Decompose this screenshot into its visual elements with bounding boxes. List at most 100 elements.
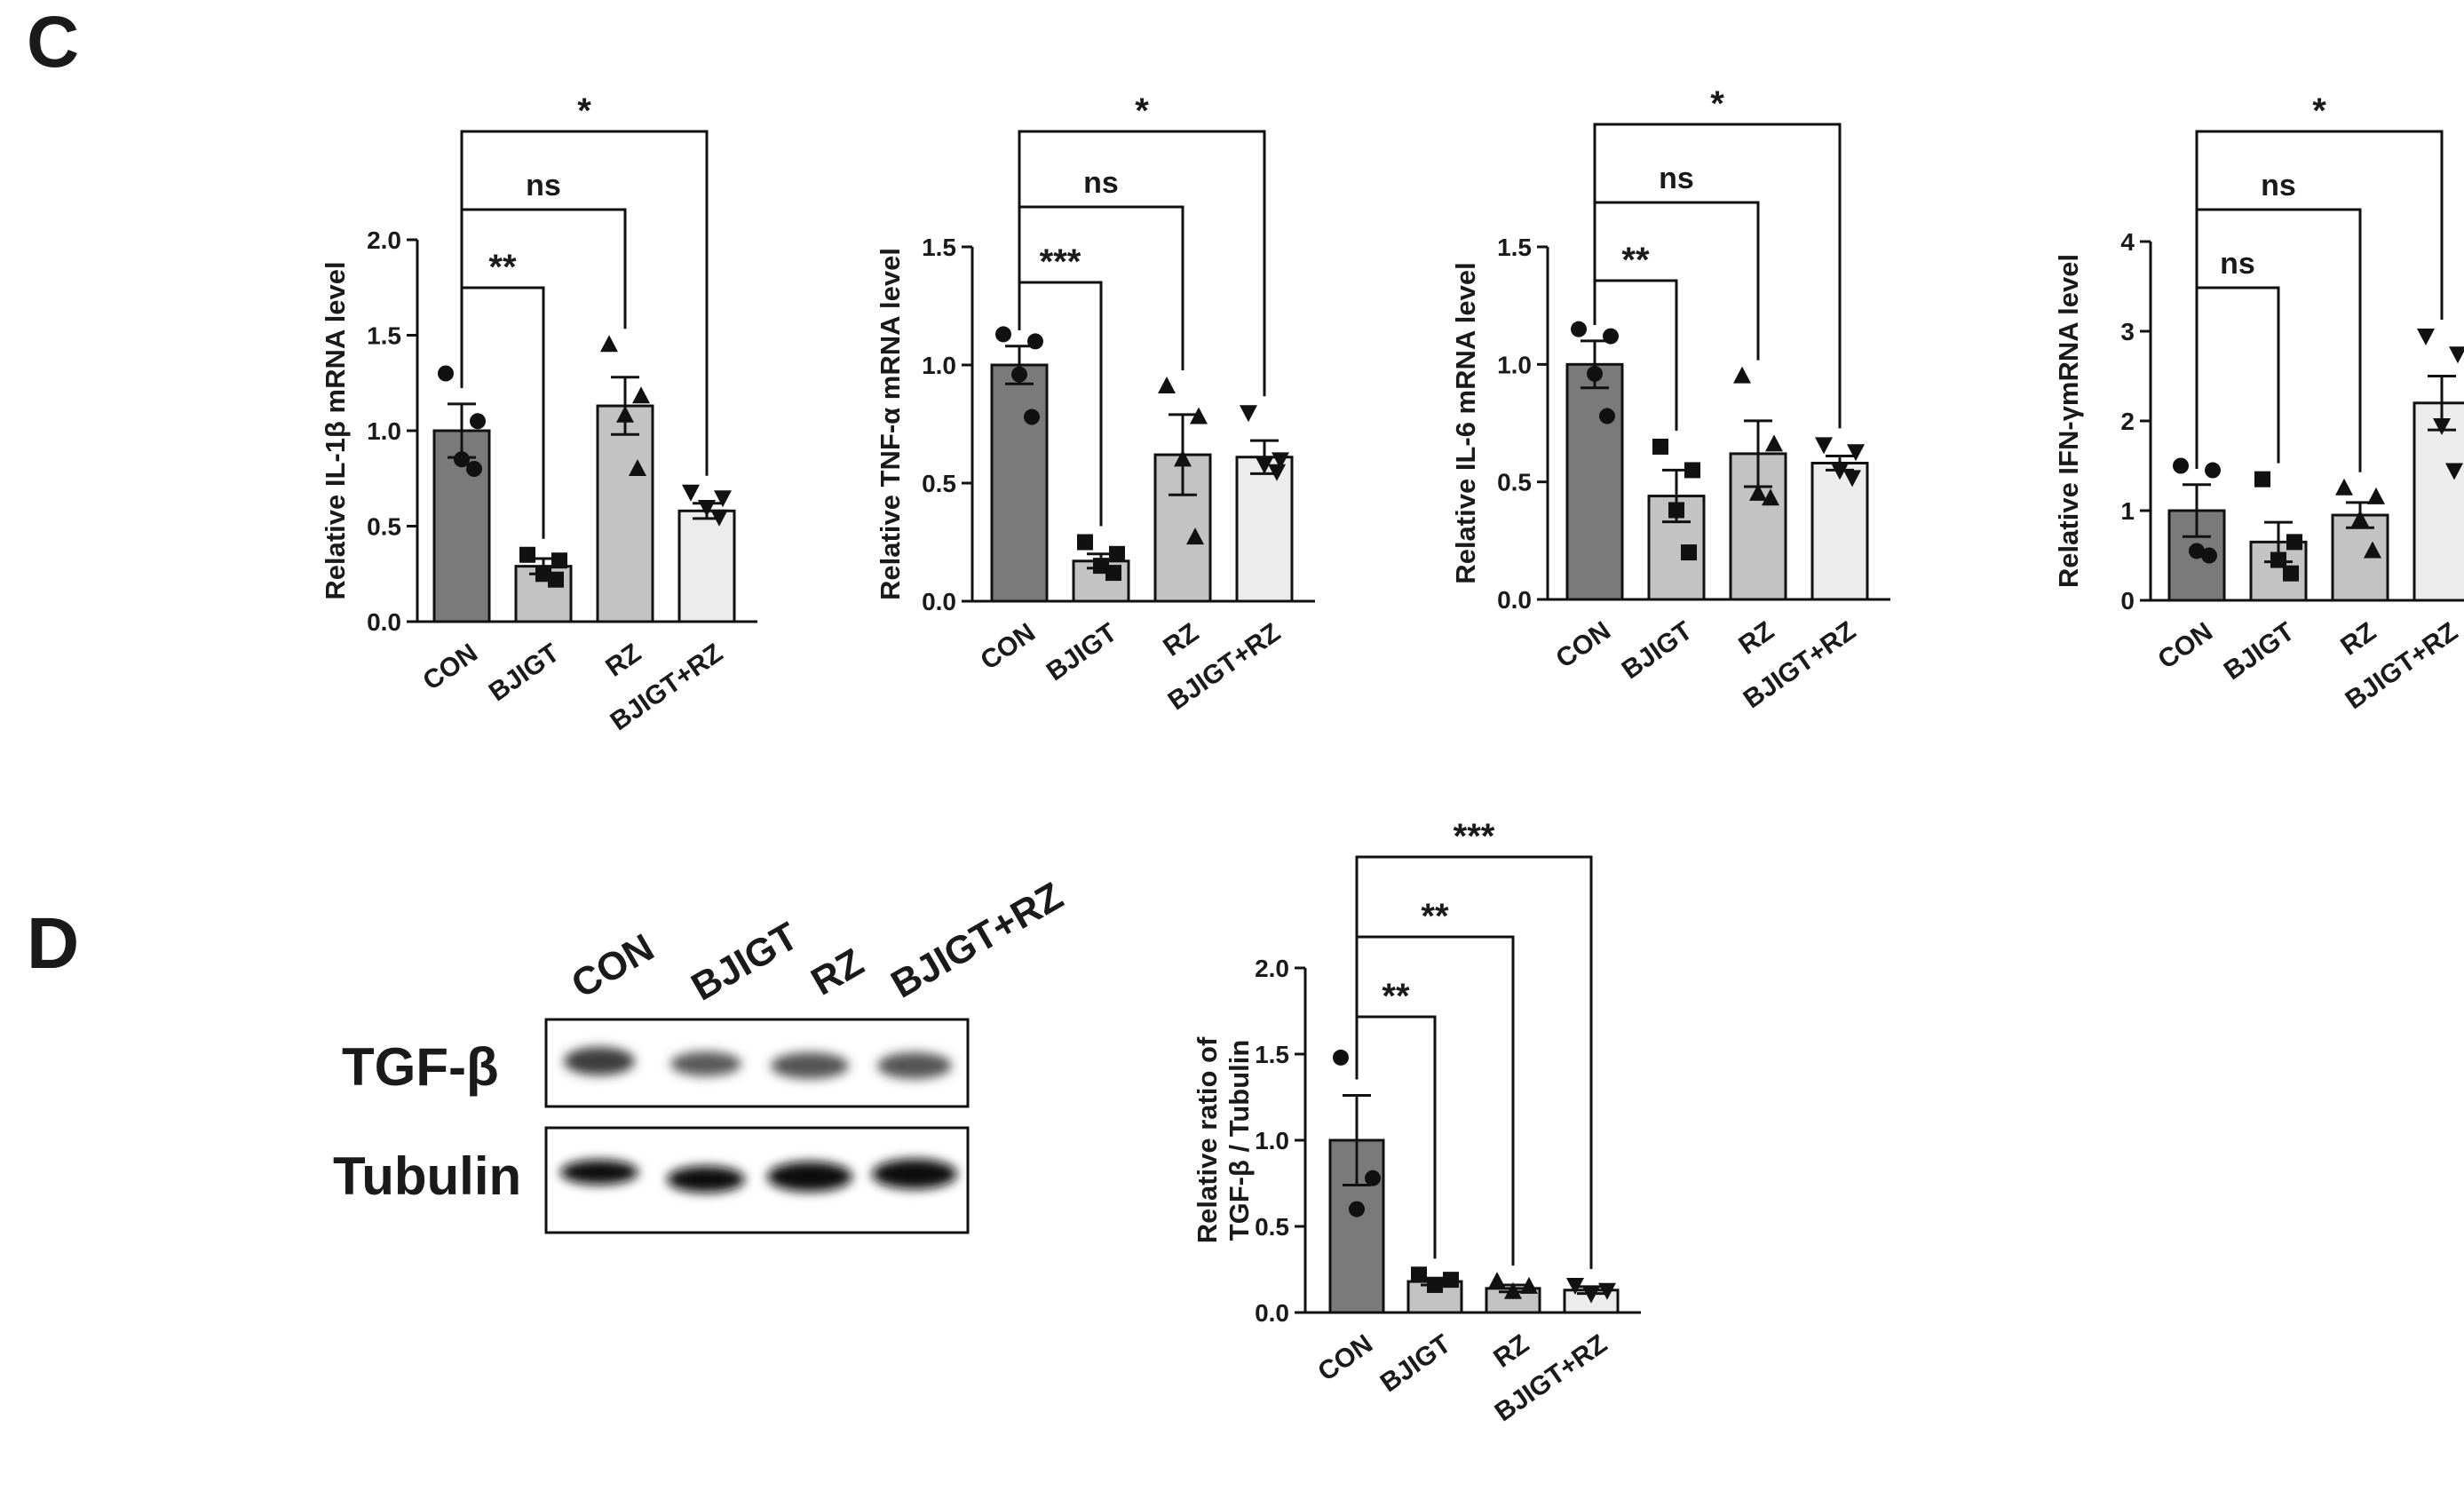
data-point [1174, 449, 1192, 467]
y-tick-label: 0.5 [922, 470, 956, 497]
data-point [2449, 346, 2464, 364]
data-point [548, 571, 564, 588]
data-point [2254, 471, 2270, 488]
y-tick-label: 1 [2120, 497, 2135, 525]
panel-letter-c: C [27, 2, 79, 83]
significance-label: ns [1083, 166, 1119, 200]
data-point [1652, 438, 1668, 455]
bar [1565, 362, 1624, 601]
x-tick-label: CON [2152, 617, 2218, 675]
data-point [2189, 543, 2205, 559]
data-point [1598, 1282, 1616, 1300]
data-point [1190, 407, 1208, 424]
data-point [454, 451, 470, 468]
bar [596, 404, 654, 623]
significance-bracket [1593, 123, 1842, 429]
data-point [1831, 463, 1849, 480]
y-tick-label: 3 [2120, 318, 2135, 345]
blot-bands-tgfb [564, 1047, 952, 1079]
significance-bracket [1355, 855, 1593, 1269]
bar [990, 363, 1049, 603]
chart-il1b: 0.0 0.5 1.0 1.5 2.0 Relative IL-1β mRNA level… [320, 91, 757, 736]
data-point [2351, 510, 2369, 527]
blot-lane-label: BJIGT [685, 914, 806, 1009]
x-tick-label: BJIGT [1375, 1329, 1456, 1399]
y-axis-label: Relative IL-6 mRNA level [1450, 262, 1481, 583]
blot-lane-label: RZ [804, 940, 871, 1004]
y-tick-label: 1.5 [922, 234, 956, 261]
data-point [1765, 434, 1783, 452]
y-tick-label: 2.0 [367, 226, 401, 254]
significance-label: ** [1421, 897, 1449, 936]
y-axis-label: Relative TNF-α mRNA level [875, 248, 906, 600]
panel-letter-d: D [27, 903, 79, 984]
significance-label: ns [1659, 162, 1694, 195]
data-point [698, 500, 716, 517]
x-tick-label: BJIGT [1042, 618, 1122, 687]
y-tick-label: 0.0 [1497, 586, 1532, 614]
data-point [2201, 547, 2217, 564]
significance-bracket [2195, 286, 2280, 469]
data-point [1158, 376, 1176, 393]
chart-tgfb-ratio: 0.0 0.5 1.0 1.5 2.0 Relative ratio of TGF-β / … [1192, 817, 1641, 1427]
data-point [1762, 488, 1779, 506]
blot-row-label-tgfb: TGF-β [342, 1037, 499, 1097]
data-point [1684, 462, 1700, 479]
data-point [632, 386, 650, 404]
data-point [2364, 541, 2381, 559]
y-tick-label: 0.0 [367, 608, 401, 636]
data-point [682, 484, 700, 502]
y-tick-label: 1.0 [367, 417, 401, 445]
data-point [1443, 1272, 1459, 1289]
data-point [1427, 1276, 1443, 1293]
data-point [1843, 470, 1861, 488]
x-tick-label: BJIGT [2219, 617, 2300, 686]
significance-label: ns [526, 169, 561, 202]
x-tick-label: RZ [2335, 617, 2381, 662]
significance-label: ** [488, 248, 517, 287]
data-point [1681, 544, 1697, 561]
data-point [2367, 487, 2385, 504]
x-tick-label: CON [417, 638, 483, 696]
data-point [2445, 463, 2463, 480]
x-tick-label: RZ [1733, 616, 1779, 661]
data-point [1027, 333, 1043, 350]
data-point [2417, 329, 2435, 346]
y-tick-label: 1.0 [922, 352, 956, 379]
y-tick-label: 0 [2120, 587, 2135, 615]
data-point [1011, 366, 1027, 383]
y-axis-label: Relative IFN-γmRNA level [2053, 254, 2084, 588]
significance-label: ** [1382, 977, 1410, 1016]
significance-label: ** [1621, 241, 1650, 280]
y-tick-label: 0.5 [367, 513, 401, 541]
x-tick-label: RZ [1488, 1329, 1534, 1374]
data-point [1024, 408, 1040, 425]
data-point [1571, 321, 1587, 337]
y-tick-label: 1.5 [1497, 234, 1532, 261]
x-tick-label: RZ [600, 638, 646, 683]
data-point [1566, 1277, 1584, 1295]
data-point [714, 490, 732, 508]
y-tick-label: 4 [2120, 228, 2135, 256]
y-tick-label: 0.5 [1255, 1213, 1289, 1241]
data-point [1109, 545, 1125, 562]
data-point [551, 552, 567, 569]
x-tick-label: BJIGT [484, 638, 565, 708]
blot-lane-label: BJIGT+RZ [884, 874, 1071, 1006]
bar [2413, 401, 2464, 602]
chart-tnfa: 0.0 0.5 1.0 1.5 Relative TNF-α mRNA level CON… [875, 91, 1315, 716]
data-point [1599, 408, 1615, 424]
x-tick-label: BJIGT [1617, 616, 1698, 686]
data-point [470, 413, 486, 430]
blot-lane-label: CON [565, 925, 662, 1006]
data-point [1749, 483, 1767, 501]
data-point [1815, 437, 1833, 455]
bar [1810, 461, 1869, 601]
y-tick-label: 2 [2120, 408, 2135, 435]
data-point [535, 566, 551, 583]
significance-label: ns [2220, 247, 2255, 281]
data-point [2286, 534, 2302, 551]
bar [1235, 456, 1294, 603]
data-point [1411, 1266, 1427, 1283]
